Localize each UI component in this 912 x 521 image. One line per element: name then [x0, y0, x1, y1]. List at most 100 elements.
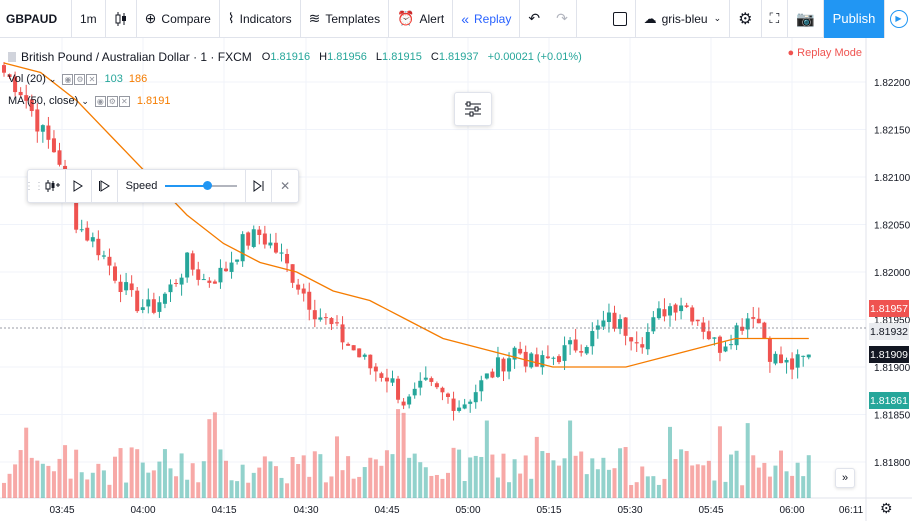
candle-body: [296, 284, 301, 290]
volume-bar: [701, 465, 706, 498]
replay-mode-indicator: ● Replay Mode: [787, 47, 862, 59]
candle-body: [390, 378, 395, 383]
candle-body: [218, 267, 223, 283]
volume-bar: [2, 482, 6, 498]
speed-slider[interactable]: [165, 181, 238, 190]
candle-body: [562, 345, 567, 361]
volume-bar: [357, 476, 362, 498]
candle-body: [529, 353, 534, 368]
templates-button[interactable]: ≋ Templates: [301, 0, 390, 38]
candle-body: [662, 309, 667, 317]
volume-bar: [362, 467, 367, 498]
fullscreen-button[interactable]: ⛶: [762, 0, 789, 38]
floating-settings-button[interactable]: [454, 92, 492, 126]
volume-bar: [712, 480, 717, 498]
axis-settings-gear-icon[interactable]: ⚙: [880, 500, 893, 516]
volume-bar: [201, 461, 206, 498]
alert-button[interactable]: ⏰ Alert: [389, 0, 454, 38]
volume-bar: [640, 466, 645, 498]
candle-body: [51, 138, 56, 153]
interval-button[interactable]: 1m: [72, 0, 106, 38]
candle-body: [312, 310, 317, 320]
close-icon[interactable]: ✕: [118, 95, 130, 107]
price-chart[interactable]: 1.82200 1.82150 1.82100 1.82050 1.82000 1.819…: [0, 38, 912, 521]
jump-to-realtime-button[interactable]: [246, 169, 273, 203]
candle-body: [751, 317, 756, 319]
candle-body: [412, 388, 417, 396]
eye-icon[interactable]: ◉: [94, 95, 106, 107]
chevron-down-icon[interactable]: ⌄: [48, 73, 57, 84]
replay-button[interactable]: « Replay: [453, 0, 521, 38]
low-label: L: [375, 51, 383, 63]
scroll-to-realtime-button[interactable]: »: [835, 468, 855, 488]
candle-body: [668, 306, 672, 316]
candle-body: [457, 407, 462, 411]
close-replay-button[interactable]: ✕: [272, 169, 298, 203]
candle-body: [29, 99, 34, 112]
multi-layout-button[interactable]: [605, 0, 636, 38]
price-tag-crosshair: 1.81932: [869, 323, 909, 340]
time-tick-label: 06:11: [839, 505, 864, 516]
price-tick-label: 1.82000: [874, 268, 911, 279]
volume-bar: [196, 482, 201, 498]
candle-body: [673, 304, 678, 313]
settings-button[interactable]: ⚙: [730, 0, 762, 38]
candle-body: [129, 283, 134, 291]
speed-slider-knob[interactable]: [203, 181, 213, 190]
volume-bar: [612, 468, 617, 498]
step-forward-button[interactable]: [92, 169, 118, 203]
candle-body: [595, 325, 600, 330]
candle-body: [318, 317, 323, 320]
candle-body: [479, 380, 484, 392]
legend-volume-row[interactable]: Vol (20) ⌄ ◉ ⚙ ✕ 103 186: [8, 68, 588, 90]
candle-body: [640, 344, 645, 348]
eye-icon[interactable]: ◉: [62, 73, 74, 85]
volume-bar: [140, 462, 145, 498]
candle-body: [745, 318, 750, 330]
candle-body: [573, 339, 578, 351]
play-button[interactable]: [66, 169, 92, 203]
volume-bar: [401, 412, 406, 498]
candle-body: [207, 280, 212, 283]
candle-body: [695, 319, 700, 322]
candle-body: [512, 347, 517, 360]
select-bar-button[interactable]: [40, 169, 66, 203]
indicators-button[interactable]: ⌇ Indicators: [220, 0, 301, 38]
price-tick-label: 1.82050: [874, 221, 911, 232]
volume-bar: [335, 436, 339, 498]
volume-bar: [118, 448, 123, 498]
candle-body: [373, 366, 378, 372]
gear-icon[interactable]: ⚙: [106, 95, 118, 107]
legend-ma-row[interactable]: MA (50, close) ⌄ ◉ ⚙ ✕ 1.8191: [8, 90, 588, 112]
snapshot-button[interactable]: 📷: [788, 0, 824, 38]
volume-bar: [162, 449, 167, 498]
candle-body: [279, 252, 284, 254]
time-tick-label: 04:00: [130, 505, 155, 516]
volume-bar: [590, 458, 595, 498]
candle-body: [579, 351, 584, 353]
symbol-search-button[interactable]: GBPAUD: [0, 0, 72, 38]
volume-bar: [124, 482, 129, 498]
candle-body: [351, 345, 356, 351]
volume-bar: [168, 468, 173, 498]
undo-button[interactable]: ↶: [520, 0, 548, 38]
publish-button[interactable]: Publish: [824, 0, 884, 38]
panel-toggle-button[interactable]: ▶: [884, 0, 912, 38]
chart-type-button[interactable]: [106, 0, 137, 38]
candle-body: [157, 302, 162, 312]
layout-menu-button[interactable]: ☁ gris-bleu ⌄: [636, 0, 731, 38]
fullscreen-icon: ⛶: [769, 10, 780, 26]
volume-bar: [396, 409, 401, 498]
redo-button[interactable]: ↷: [548, 0, 577, 38]
candle-body: [690, 307, 695, 322]
candle-body: [523, 351, 528, 367]
volume-bar: [207, 419, 212, 498]
compare-button[interactable]: ⊕ Compare: [137, 0, 220, 38]
close-icon[interactable]: ✕: [86, 73, 98, 85]
chevron-down-icon[interactable]: ⌄: [81, 95, 89, 106]
drag-handle-icon[interactable]: ⋮⋮: [24, 180, 44, 192]
price-tick-label: 1.82100: [874, 173, 911, 184]
publish-label: Publish: [832, 11, 876, 26]
gear-icon[interactable]: ⚙: [74, 73, 86, 85]
volume-bar: [468, 457, 473, 498]
